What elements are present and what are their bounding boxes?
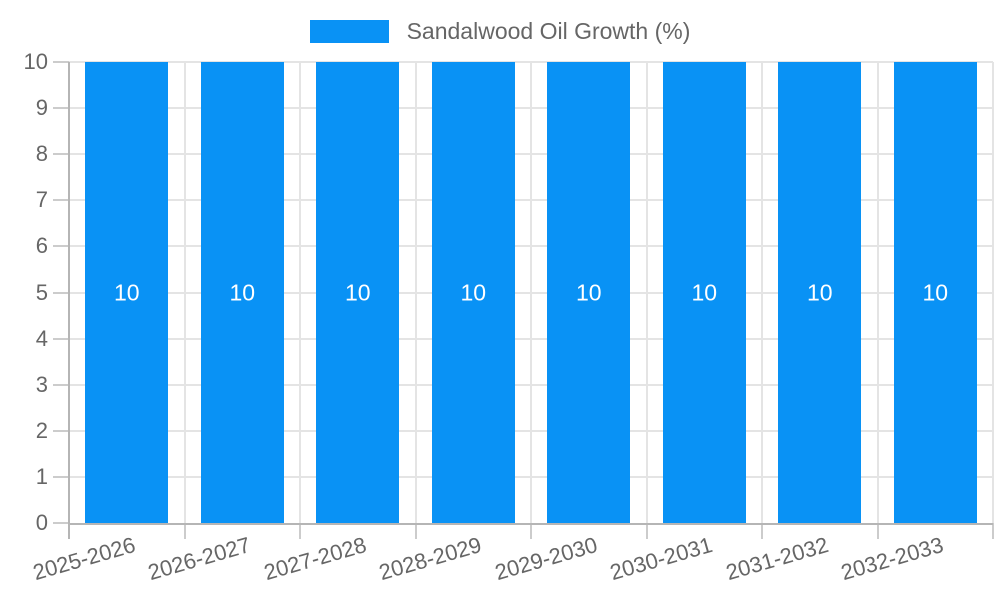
gridline-vertical xyxy=(183,62,186,523)
x-tick-label: 2025-2026 xyxy=(29,532,138,586)
plot-area: 10 10 10 10 10 10 10 10 xyxy=(69,61,994,523)
legend-item[interactable]: Sandalwood Oil Growth (%) xyxy=(309,18,691,45)
gridline-vertical xyxy=(992,62,994,523)
legend: Sandalwood Oil Growth (%) xyxy=(0,18,1000,45)
y-tick-label: 7 xyxy=(35,187,48,213)
y-tick-mark xyxy=(53,107,69,110)
x-tick-label: 2026-2027 xyxy=(145,532,254,586)
y-tick-label: 10 xyxy=(23,49,48,74)
y-tick-label: 8 xyxy=(35,141,48,167)
gridline-vertical xyxy=(530,62,532,523)
bar[interactable]: 10 xyxy=(547,62,631,523)
x-tick-mark xyxy=(530,523,532,539)
x-tick-mark xyxy=(761,523,763,539)
gridline-vertical xyxy=(761,62,763,523)
y-tick-label: 6 xyxy=(35,233,48,259)
y-tick-mark xyxy=(53,61,69,63)
bar[interactable]: 10 xyxy=(662,62,746,523)
bar[interactable]: 10 xyxy=(893,62,977,523)
gridline-vertical xyxy=(414,62,417,523)
y-tick-mark xyxy=(53,153,69,156)
y-tick-mark xyxy=(53,245,69,248)
bar-value-label: 10 xyxy=(229,279,256,305)
y-tick-label: 5 xyxy=(35,279,48,305)
bar-value-label: 10 xyxy=(575,279,602,305)
legend-swatch xyxy=(309,20,389,43)
y-tick-label: 0 xyxy=(35,510,48,535)
gridline-vertical xyxy=(645,62,648,523)
x-tick-label: 2028-2029 xyxy=(376,532,485,586)
bar[interactable]: 10 xyxy=(431,62,515,523)
bar-value-label: 10 xyxy=(344,279,371,305)
x-tick-label: 2027-2028 xyxy=(260,532,369,586)
y-tick-mark xyxy=(53,383,69,386)
y-tick-mark xyxy=(53,429,69,432)
y-tick-mark xyxy=(53,475,69,478)
y-tick-label: 4 xyxy=(35,325,48,351)
x-tick-label: 2032-2033 xyxy=(838,532,947,586)
y-tick-mark xyxy=(53,199,69,202)
y-tick-label: 2 xyxy=(35,417,48,443)
y-axis-line xyxy=(68,62,70,539)
bar[interactable]: 10 xyxy=(316,62,400,523)
x-tick-label: 2029-2030 xyxy=(491,532,600,586)
x-tick-mark xyxy=(183,523,186,539)
x-tick-label: 2030-2031 xyxy=(607,532,716,586)
x-tick-mark xyxy=(414,523,417,539)
bar-value-label: 10 xyxy=(460,279,487,305)
gridline-vertical xyxy=(876,62,879,523)
bar-value-label: 10 xyxy=(113,279,140,305)
y-tick-label: 1 xyxy=(35,463,48,489)
legend-label: Sandalwood Oil Growth (%) xyxy=(406,18,691,44)
x-tick-mark xyxy=(876,523,879,539)
bar-value-label: 10 xyxy=(691,279,718,305)
y-tick-label: 9 xyxy=(35,95,48,121)
bar-value-label: 10 xyxy=(922,279,949,305)
y-tick-mark xyxy=(53,522,69,524)
x-tick-label: 2031-2032 xyxy=(722,532,831,586)
y-tick-mark xyxy=(53,291,69,294)
x-tick-mark xyxy=(645,523,648,539)
x-tick-mark xyxy=(992,523,994,539)
x-axis-line xyxy=(69,523,993,525)
y-tick-label: 3 xyxy=(35,371,48,397)
bar[interactable]: 10 xyxy=(200,62,284,523)
bar-value-label: 10 xyxy=(806,279,833,305)
bar[interactable]: 10 xyxy=(778,62,862,523)
x-tick-mark xyxy=(299,523,301,539)
y-tick-mark xyxy=(53,337,69,340)
bar[interactable]: 10 xyxy=(85,62,169,523)
gridline-vertical xyxy=(299,62,301,523)
